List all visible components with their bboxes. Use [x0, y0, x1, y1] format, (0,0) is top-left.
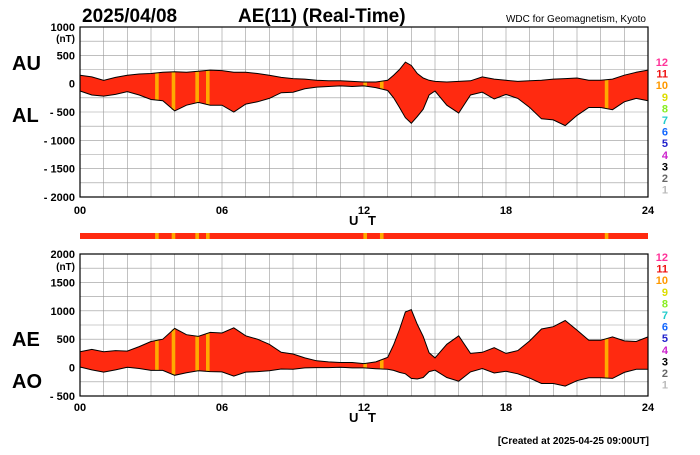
ae-ao-x-tick-label: 06: [216, 402, 228, 414]
au-al-filled-band: [80, 62, 648, 126]
ae-ao-x-tick-label: 00: [74, 402, 86, 414]
ae-ao-stripe: [604, 338, 609, 379]
legend-count-2: 2: [662, 173, 668, 185]
ae-ao-y-tick-label: 1000: [51, 306, 75, 318]
au-al-stripe: [604, 79, 609, 109]
au-al-y-tick-label: - 2000: [44, 192, 75, 204]
legend-count-3: 3: [662, 356, 668, 368]
au-al-x-axis-label: U T: [349, 213, 379, 228]
legend-count-9: 9: [662, 287, 668, 299]
color-bar-stripe: [604, 233, 609, 239]
ae-ao-y-tick-label: - 500: [50, 391, 75, 403]
legend-count-8: 8: [662, 103, 668, 115]
plot-title: AE(11) (Real-Time): [238, 6, 406, 27]
au-al-y-tick-label: 500: [57, 50, 75, 62]
au-al-y-tick-label: - 1500: [44, 164, 75, 176]
ae-ao-unit-label: (nT): [56, 262, 75, 273]
legend-count-4: 4: [662, 150, 669, 162]
data-source: WDC for Geomagnetism, Kyoto: [506, 14, 646, 25]
legend-count-2: 2: [662, 368, 668, 380]
station-color-bar: [80, 233, 648, 239]
au-al-unit-label: (nT): [56, 34, 75, 45]
au-al-x-tick-label: 12: [358, 205, 370, 217]
ae-ao-stripe: [379, 359, 384, 370]
ae-ao-stripe: [206, 333, 210, 372]
ae-ao-panel: 2000 1500 1000 500 0 - 500 (nT) 00 06 12 18 24 U T AE…: [12, 249, 655, 425]
au-al-y-tick-label: - 1000: [44, 135, 75, 147]
au-al-x-tick-label: 06: [216, 205, 228, 217]
au-al-y-tick-label: - 500: [50, 107, 75, 119]
au-al-side-label-al: AL: [12, 105, 39, 127]
au-al-stripe: [195, 71, 199, 103]
au-al-stripe: [206, 70, 210, 105]
legend-count-10: 10: [656, 275, 668, 287]
legend-count-6: 6: [662, 127, 668, 139]
ae-ao-y-tick-label: 1500: [51, 277, 75, 289]
au-al-series-au: [79, 61, 649, 83]
au-al-x-tick-label: 24: [642, 205, 655, 217]
color-bar-stripe: [206, 233, 210, 239]
ae-ao-y-tick-label: 2000: [51, 249, 75, 261]
ae-ao-x-axis-label: U T: [349, 410, 379, 425]
ae-ao-x-tick-label: 12: [358, 402, 370, 414]
color-bar-stripe: [195, 233, 199, 239]
ae-ao-filled-band: [80, 309, 648, 387]
au-al-series-al: [79, 85, 649, 127]
legend-count-7: 7: [662, 310, 668, 322]
created-timestamp: [Created at 2025-04-25 09:00UT]: [498, 436, 649, 447]
ae-ao-stripe: [171, 329, 176, 375]
legend-count-4: 4: [662, 345, 669, 357]
ae-ao-y-tick-label: 500: [57, 334, 75, 346]
plot-date: 2025/04/08: [82, 6, 177, 27]
ae-ao-series-ao: [79, 366, 648, 387]
legend-count-12: 12: [656, 252, 668, 264]
legend-count-11: 11: [656, 264, 668, 276]
legend-count-5: 5: [662, 138, 668, 150]
au-al-panel: 1000 500 0 - 500 - 1000 - 1500 - 2000 (nT) 00 06 1…: [12, 22, 655, 228]
au-al-stripe: [379, 81, 384, 90]
ae-ao-frame: [79, 253, 649, 397]
ae-ao-stripe: [155, 340, 159, 371]
ae-ao-side-label-ao: AO: [12, 371, 42, 393]
color-bar-stripe: [155, 233, 159, 239]
color-bar-stripe: [363, 233, 367, 239]
au-al-y-tick-label: 0: [69, 79, 75, 91]
legend-count-10: 10: [656, 80, 668, 92]
ae-ao-x-tick-label: 18: [500, 402, 512, 414]
au-al-stripe: [155, 72, 159, 101]
au-al-x-tick-label: 18: [500, 205, 512, 217]
au-al-frame: [79, 26, 649, 198]
legend-count-12: 12: [656, 57, 668, 69]
legend-count-3: 3: [662, 161, 668, 173]
legend-count-11: 11: [656, 69, 668, 81]
legend-count-7: 7: [662, 115, 668, 127]
au-al-y-tick-label: 1000: [51, 22, 75, 34]
legend-count-1: 1: [662, 380, 668, 392]
au-al-x-tick-label: 00: [74, 205, 86, 217]
legend-count-1: 1: [662, 185, 668, 197]
au-al-stripe: [171, 71, 176, 110]
ae-ao-stripe: [363, 363, 367, 368]
ae-ao-x-tick-label: 24: [642, 402, 655, 414]
au-al-stripe: [363, 81, 367, 87]
ae-ao-y-tick-label: 0: [69, 363, 75, 375]
ae-ao-stripe: [195, 336, 199, 371]
legend-count-9: 9: [662, 92, 668, 104]
color-bar-stripe: [379, 233, 384, 239]
ae-ao-side-label-ae: AE: [12, 329, 40, 351]
legend-count-6: 6: [662, 322, 668, 334]
au-al-side-label-au: AU: [12, 53, 41, 75]
color-bar-stripe: [171, 233, 176, 239]
legend-count-5: 5: [662, 333, 668, 345]
ae-ao-series-ae: [79, 309, 649, 365]
legend-count-8: 8: [662, 298, 668, 310]
